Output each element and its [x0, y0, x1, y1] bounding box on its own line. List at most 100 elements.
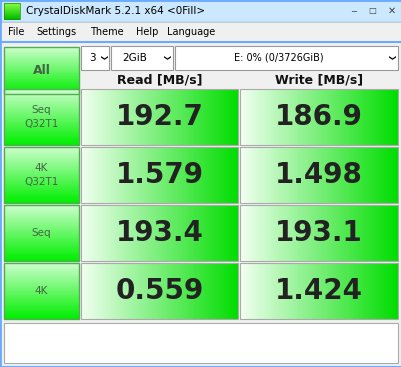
- Bar: [255, 263, 257, 319]
- Bar: [265, 89, 267, 145]
- Bar: [208, 89, 209, 145]
- Bar: [359, 205, 361, 261]
- Bar: [4, 205, 79, 261]
- Bar: [152, 263, 154, 319]
- Bar: [4, 291, 79, 292]
- Bar: [315, 89, 317, 145]
- Bar: [175, 147, 176, 203]
- Bar: [248, 89, 250, 145]
- Bar: [164, 89, 165, 145]
- Bar: [162, 263, 163, 319]
- Bar: [235, 89, 236, 145]
- Bar: [335, 263, 337, 319]
- Bar: [305, 205, 306, 261]
- Bar: [313, 263, 315, 319]
- Bar: [4, 229, 79, 230]
- Bar: [4, 156, 79, 157]
- Bar: [135, 263, 137, 319]
- Bar: [149, 147, 150, 203]
- Bar: [326, 89, 327, 145]
- Bar: [266, 263, 267, 319]
- Bar: [195, 89, 196, 145]
- Bar: [309, 205, 311, 261]
- Bar: [4, 11, 20, 12]
- Bar: [327, 147, 328, 203]
- Bar: [192, 263, 193, 319]
- Bar: [227, 263, 228, 319]
- Bar: [311, 147, 313, 203]
- Bar: [4, 158, 79, 159]
- Bar: [140, 147, 141, 203]
- Bar: [303, 205, 304, 261]
- Bar: [283, 147, 284, 203]
- Bar: [116, 147, 118, 203]
- Text: File: File: [8, 27, 24, 37]
- Bar: [4, 8, 20, 9]
- Bar: [225, 147, 227, 203]
- Bar: [4, 174, 79, 175]
- Bar: [4, 232, 79, 233]
- Bar: [178, 89, 180, 145]
- Bar: [4, 87, 79, 88]
- Bar: [358, 147, 360, 203]
- Bar: [255, 263, 256, 319]
- Bar: [308, 263, 310, 319]
- Bar: [100, 263, 101, 319]
- Bar: [138, 263, 139, 319]
- Bar: [218, 147, 220, 203]
- Bar: [4, 115, 79, 116]
- Bar: [4, 222, 79, 224]
- Bar: [4, 215, 79, 216]
- Bar: [4, 139, 79, 140]
- Bar: [153, 89, 155, 145]
- Bar: [142, 89, 143, 145]
- Bar: [4, 143, 79, 144]
- Bar: [81, 89, 238, 145]
- Bar: [4, 48, 79, 49]
- Bar: [4, 313, 79, 315]
- Bar: [4, 310, 79, 312]
- Bar: [326, 205, 327, 261]
- Bar: [108, 263, 109, 319]
- Bar: [4, 79, 79, 80]
- Bar: [154, 263, 156, 319]
- Bar: [114, 89, 116, 145]
- Bar: [83, 263, 85, 319]
- Bar: [150, 89, 152, 145]
- Bar: [280, 263, 281, 319]
- Bar: [4, 157, 79, 159]
- Bar: [4, 232, 79, 233]
- Bar: [148, 263, 150, 319]
- Bar: [129, 205, 130, 261]
- Bar: [200, 147, 202, 203]
- Bar: [363, 89, 364, 145]
- Bar: [4, 8, 20, 9]
- Bar: [4, 316, 79, 317]
- Bar: [271, 263, 273, 319]
- Bar: [140, 89, 141, 145]
- Bar: [277, 263, 279, 319]
- Bar: [4, 269, 79, 270]
- Bar: [202, 89, 204, 145]
- Bar: [392, 205, 393, 261]
- Bar: [220, 89, 222, 145]
- Bar: [291, 89, 293, 145]
- Bar: [4, 171, 79, 172]
- Bar: [347, 263, 348, 319]
- Bar: [104, 263, 105, 319]
- Bar: [217, 147, 219, 203]
- Bar: [4, 16, 20, 17]
- Bar: [4, 303, 79, 304]
- Bar: [220, 147, 222, 203]
- Bar: [4, 123, 79, 124]
- Bar: [4, 89, 79, 90]
- Bar: [279, 205, 280, 261]
- Bar: [352, 89, 354, 145]
- Bar: [4, 183, 79, 184]
- Bar: [273, 205, 275, 261]
- Bar: [294, 89, 296, 145]
- Bar: [290, 147, 292, 203]
- Bar: [4, 263, 79, 319]
- Bar: [4, 18, 20, 19]
- Bar: [301, 205, 302, 261]
